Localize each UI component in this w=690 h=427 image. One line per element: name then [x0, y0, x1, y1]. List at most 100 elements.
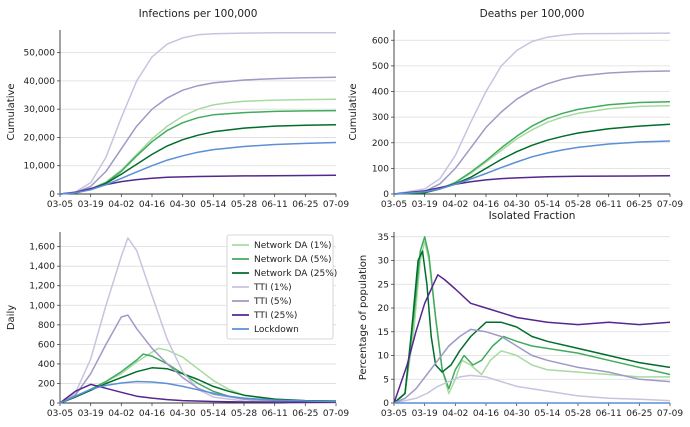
isolated-y-tick-label: 0	[383, 399, 389, 409]
isolated-series-tti-5	[393, 328, 671, 404]
isolated-x-tick-label: 07-09	[657, 409, 683, 419]
legend-entry: Network DA (5%)	[254, 255, 332, 265]
infections-y-tick-label: 20,000	[24, 133, 56, 143]
deaths-series-network-da-5	[393, 101, 671, 195]
daily-y-label: Daily	[6, 305, 17, 330]
deaths-y-tick-label: 200	[372, 139, 389, 149]
infections-x-tick-label: 04-30	[170, 200, 196, 210]
deaths-x-tick-label: 03-05	[381, 200, 407, 210]
deaths-x-tick-label: 04-30	[504, 200, 530, 210]
infections-x-tick-label: 04-16	[139, 200, 165, 210]
daily-y-tick-label: 600	[38, 340, 55, 350]
deaths-x-tick-label: 05-28	[565, 200, 591, 210]
isolated-y-tick-label: 15	[378, 328, 389, 338]
daily-y-tick-label: 400	[38, 360, 55, 370]
daily-y-tick-label: 200	[38, 379, 55, 389]
infections-series-tti-5	[59, 76, 337, 195]
isolated-series-network-da-5	[393, 236, 671, 404]
infections-series-network-da-1	[59, 98, 337, 195]
isolated-x-tick-label: 03-05	[381, 409, 407, 419]
infections-y-tick-label: 30,000	[24, 105, 56, 115]
daily-series-tti-25	[59, 383, 336, 404]
isolated-x-tick-label: 03-19	[412, 409, 438, 419]
infections-x-tick-label: 07-09	[323, 200, 349, 210]
deaths-x-tick-label: 04-02	[442, 200, 468, 210]
isolated-y-tick-label: 25	[378, 280, 389, 290]
deaths-series-tti-25	[393, 175, 671, 195]
infections-panel: 0 10,000 20,000 30,000 40,000 50,000 03-05 03-1…	[6, 8, 349, 210]
daily-y-tick-label: 1,000	[29, 301, 55, 311]
deaths-x-tick-label: 04-16	[473, 200, 499, 210]
deaths-y-tick-label: 0	[383, 190, 389, 200]
daily-x-tick-label: 03-05	[47, 409, 73, 419]
isolated-y-tick-label: 20	[378, 304, 390, 314]
daily-x-tick-label: 04-02	[108, 409, 134, 419]
isolated-x-tick-label: 05-14	[534, 409, 560, 419]
isolated-y-tick-label: 35	[378, 233, 389, 243]
isolated-y-tick-label: 10	[378, 352, 390, 362]
isolated-y-tick-label: 5	[383, 375, 389, 385]
legend-entry: TTI (25%)	[253, 311, 297, 321]
isolated-x-tick-label: 04-02	[442, 409, 468, 419]
isolated-panel: 0 5 10 15 20 25 30 35 03-05 03-19 04-02 04-16 04-30 0…	[358, 210, 683, 419]
infections-title: Infections per 100,000	[139, 8, 258, 20]
daily-y-tick-label: 0	[49, 399, 55, 409]
daily-x-tick-label: 04-30	[170, 409, 196, 419]
legend-entry: Network DA (25%)	[254, 269, 337, 279]
isolated-x-tick-label: 04-30	[504, 409, 530, 419]
infections-series-tti-25	[59, 174, 337, 195]
daily-x-tick-label: 06-25	[292, 409, 318, 419]
legend: Network DA (1%) Network DA (5%) Network DA…	[226, 234, 337, 340]
legend-entry: TTI (5%)	[253, 297, 292, 307]
daily-series-tti-1	[59, 237, 337, 404]
infections-y-tick-label: 50,000	[24, 49, 56, 59]
deaths-x-tick-label: 03-19	[412, 200, 438, 210]
daily-y-tick-label: 1,200	[29, 282, 55, 292]
daily-x-tick-label: 03-19	[78, 409, 104, 419]
legend-entry: TTI (1%)	[253, 283, 292, 293]
isolated-x-tick-label: 04-16	[473, 409, 499, 419]
isolated-series-tti-25	[393, 274, 671, 404]
deaths-y-tick-label: 400	[372, 88, 389, 98]
daily-x-tick-label: 05-14	[200, 409, 226, 419]
daily-y-tick-label: 800	[38, 321, 55, 331]
deaths-title: Deaths per 100,000	[480, 8, 585, 20]
isolated-x-tick-label: 05-28	[565, 409, 591, 419]
deaths-panel: 0 100 200 300 400 500 600 03-05 03-19 04-02 04-16 0…	[348, 8, 683, 210]
isolated-series-network-da-25	[393, 250, 671, 404]
isolated-x-tick-label: 06-11	[596, 409, 622, 419]
infections-x-tick-label: 05-14	[200, 200, 226, 210]
daily-series-lockdown	[59, 380, 337, 404]
infections-x-tick-label: 03-19	[78, 200, 104, 210]
deaths-x-tick-label: 05-14	[534, 200, 560, 210]
infections-x-tick-label: 03-05	[47, 200, 73, 210]
infections-series-lockdown	[59, 141, 337, 195]
daily-series-network-da-25	[59, 367, 337, 404]
infections-series-tti-1	[59, 32, 336, 195]
infections-y-tick-label: 10,000	[24, 162, 56, 172]
daily-y-tick-label: 1,600	[29, 243, 55, 253]
deaths-y-label: Cumulative	[348, 83, 359, 140]
daily-x-tick-label: 05-28	[231, 409, 257, 419]
legend-entry: Lockdown	[254, 325, 299, 335]
legend-entry: Network DA (1%)	[254, 241, 332, 251]
daily-series-network-da-5	[59, 353, 337, 404]
isolated-x-tick-label: 06-25	[626, 409, 652, 419]
isolated-series-network-da-1	[393, 240, 670, 404]
isolated-title: Isolated Fraction	[489, 210, 576, 222]
infections-x-tick-label: 04-02	[108, 200, 134, 210]
deaths-x-tick-label: 06-25	[626, 200, 652, 210]
deaths-x-tick-label: 07-09	[657, 200, 683, 210]
daily-series-network-da-1	[59, 347, 337, 404]
infections-y-label: Cumulative	[6, 83, 17, 140]
daily-x-tick-label: 07-09	[323, 409, 349, 419]
deaths-y-tick-label: 600	[372, 36, 389, 46]
daily-x-tick-label: 06-11	[262, 409, 288, 419]
infections-y-tick-label: 0	[49, 190, 55, 200]
deaths-series-tti-5	[393, 70, 671, 195]
deaths-y-tick-label: 500	[372, 62, 389, 72]
daily-x-tick-label: 04-16	[139, 409, 165, 419]
infections-x-tick-label: 06-11	[262, 200, 288, 210]
isolated-y-tick-label: 30	[378, 257, 390, 267]
